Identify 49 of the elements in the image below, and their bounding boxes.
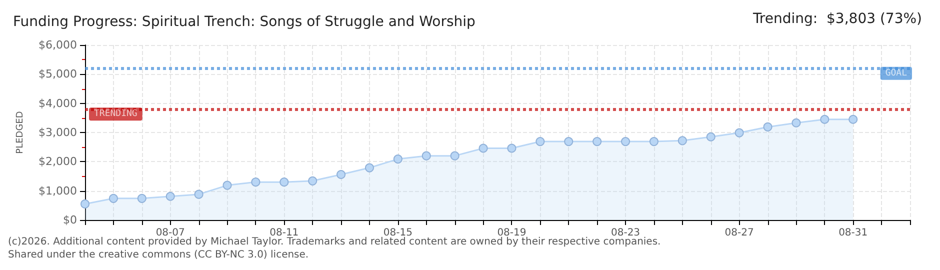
point (507, 144, 516, 153)
y-tick-label: $3,000 (38, 126, 77, 139)
point (166, 192, 175, 201)
point (308, 176, 318, 186)
y-tick-label: $1,000 (38, 184, 77, 198)
point (706, 132, 716, 142)
text: (c)2026. Additional content provided by Michael Taylor. Trademarks and related content are owned by their respective companies. (8, 236, 661, 248)
point (649, 137, 658, 146)
text: Shared under the creative commons (CC BY-NC 3.0) license. (8, 250, 309, 260)
y-tick-label: $5,000 (38, 68, 77, 81)
point (108, 194, 118, 203)
ref-line-label: GOAL (885, 68, 907, 78)
point (137, 194, 146, 203)
y-tick-label: $4,000 (38, 96, 77, 110)
point (251, 178, 260, 187)
y-tick-label: $0 (63, 214, 77, 226)
point (336, 170, 346, 179)
point (564, 137, 574, 146)
x-tick-label: 08-19 (497, 228, 526, 238)
x-tick-label: 08-31 (838, 228, 868, 238)
point (422, 151, 431, 160)
y-tick-label: $2,000 (38, 155, 77, 168)
point (592, 137, 602, 146)
point (478, 144, 488, 153)
point (280, 178, 289, 187)
point (848, 114, 858, 124)
x-tick-label: 08-15 (383, 228, 412, 238)
y-tick-label: $6,000 (38, 38, 77, 52)
point (222, 180, 232, 190)
point (792, 118, 801, 128)
point (80, 199, 90, 208)
y-axis-title: PLEDGED (16, 111, 26, 154)
point (734, 128, 744, 138)
point (621, 137, 630, 146)
ref-line-label: TRENDING (94, 109, 138, 120)
point (393, 154, 402, 164)
x-tick-label: 08-11 (270, 228, 299, 238)
chart-title: Funding Progress: Spiritual Trench: Songs of Struggle and Worship (13, 14, 476, 30)
point (763, 122, 772, 132)
point (450, 151, 460, 160)
chart-subtitle: Trending: $3,803 (73%) (752, 11, 922, 27)
point (678, 136, 687, 146)
x-tick-label: 08-27 (724, 228, 754, 238)
point (820, 114, 830, 124)
point (364, 163, 374, 172)
x-tick-label: 08-07 (156, 228, 185, 238)
point (536, 137, 545, 146)
x-tick-label: 08-23 (610, 228, 640, 238)
point (194, 190, 204, 199)
